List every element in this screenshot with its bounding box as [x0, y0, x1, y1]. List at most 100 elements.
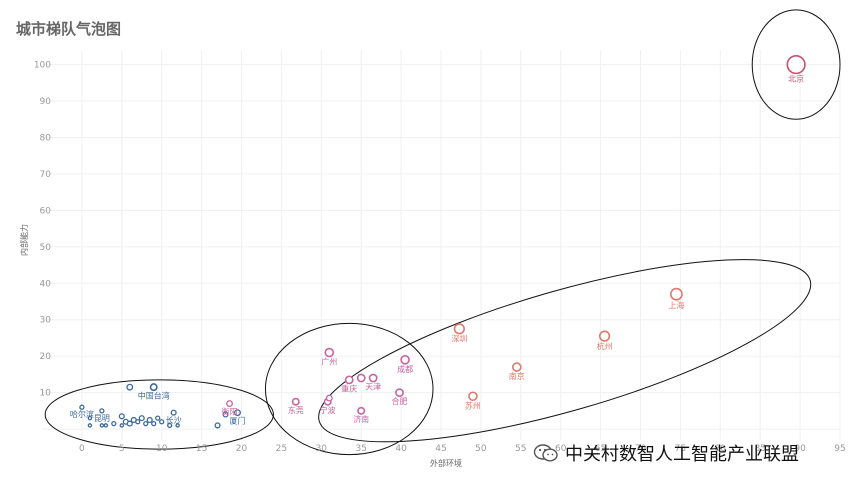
point-label: 衡阳 — [222, 406, 238, 416]
data-point — [138, 415, 145, 422]
point-label: 杭州 — [597, 341, 613, 351]
group-ellipse-tier1 — [751, 9, 841, 120]
data-point — [170, 409, 177, 416]
data-point — [79, 404, 85, 410]
point-label: 东莞 — [288, 405, 304, 415]
y-tick-label: 70 — [40, 170, 52, 180]
data-point — [226, 400, 233, 408]
data-point — [87, 415, 93, 421]
point-label: 天津 — [365, 382, 381, 392]
x-tick-label: 45 — [435, 444, 446, 454]
data-point — [214, 422, 221, 429]
data-point — [167, 422, 173, 429]
point-label: 北京 — [788, 73, 804, 83]
tier-ellipses — [44, 9, 841, 456]
x-tick-label: 20 — [236, 444, 248, 454]
y-tick-label: 80 — [40, 133, 52, 143]
data-point — [175, 423, 180, 428]
data-point — [99, 423, 105, 428]
data-point — [126, 420, 133, 427]
grid-lines — [42, 50, 841, 440]
data-point — [103, 423, 109, 428]
data-points — [79, 54, 806, 429]
x-tick-label: 25 — [276, 444, 287, 454]
data-point — [143, 420, 149, 427]
y-tick-label: 40 — [40, 279, 52, 289]
data-point — [670, 287, 683, 301]
data-point — [786, 54, 806, 75]
data-point — [126, 383, 134, 391]
x-tick-label: 75 — [675, 444, 686, 454]
point-label: 成都 — [397, 364, 413, 374]
x-tick-label: 30 — [316, 444, 328, 454]
point-label: 昆明 — [94, 414, 110, 423]
data-point — [291, 397, 300, 406]
data-point — [368, 373, 378, 383]
data-point — [149, 383, 158, 392]
data-point — [135, 419, 141, 425]
data-point — [468, 391, 478, 402]
group-ellipse-tier4 — [44, 379, 274, 450]
data-point — [118, 413, 125, 420]
group-ellipse-tier3 — [264, 322, 434, 456]
x-tick-label: 0 — [79, 444, 85, 454]
point-label: 长沙 — [166, 415, 182, 425]
x-tick-label: 85 — [754, 444, 765, 454]
watermark-text: 中关村数智人工智能产业联盟 — [565, 444, 799, 465]
x-tick-label: 70 — [635, 444, 647, 454]
point-label: 厦门 — [230, 415, 246, 425]
data-point — [344, 375, 354, 385]
x-tick-label: 90 — [794, 444, 806, 454]
y-tick-label: 90 — [40, 97, 52, 107]
x-tick-label: 50 — [475, 444, 487, 454]
point-label: 哈尔滨 — [70, 409, 94, 419]
y-tick-label: 30 — [40, 316, 52, 326]
group-ellipse-tier2 — [318, 259, 812, 443]
y-tick-label: 50 — [40, 243, 52, 253]
y-tick-label: 20 — [40, 352, 52, 362]
y-tick-label: 100 — [34, 61, 51, 71]
point-label: 中国台湾 — [138, 390, 170, 400]
data-point — [119, 423, 125, 428]
data-point — [598, 330, 611, 342]
x-tick-label: 55 — [515, 444, 526, 454]
data-point — [159, 419, 165, 425]
x-tick-label: 15 — [196, 444, 207, 454]
x-tick-label: 5 — [119, 444, 125, 454]
data-point — [356, 373, 366, 383]
data-point — [234, 409, 241, 417]
x-tick-label: 65 — [595, 444, 606, 454]
y-axis-label: 内部能力 — [19, 224, 29, 256]
x-tick-label: 10 — [156, 444, 168, 454]
data-point — [357, 406, 366, 415]
data-point — [99, 408, 105, 414]
data-point — [146, 416, 153, 424]
data-point — [324, 347, 335, 358]
data-point — [400, 355, 410, 365]
data-point — [512, 362, 522, 372]
watermark: 中关村数智人工智能产业联盟 — [533, 440, 799, 466]
data-point — [151, 420, 157, 427]
data-point — [155, 415, 161, 421]
x-tick-label: 40 — [395, 444, 407, 454]
x-axis-label: 外部环境 — [430, 458, 462, 468]
x-tick-label: 60 — [555, 444, 567, 454]
x-tick-label: 35 — [355, 444, 366, 454]
data-point — [325, 394, 333, 402]
wechat-icon — [533, 444, 558, 462]
point-label: 上海 — [668, 300, 684, 310]
data-point — [453, 323, 465, 335]
data-point — [111, 420, 117, 427]
x-tick-label: 95 — [834, 444, 845, 454]
point-label: 深圳 — [451, 334, 467, 344]
point-label: 合肥 — [392, 396, 408, 406]
chart-title: 城市梯队气泡图 — [16, 20, 122, 38]
point-label: 南京 — [509, 371, 525, 381]
data-point — [87, 423, 93, 428]
point-label: 济南 — [353, 414, 369, 424]
point-label: 宁波 — [320, 405, 336, 415]
point-label: 苏州 — [465, 400, 481, 410]
point-label: 广州 — [321, 357, 337, 367]
